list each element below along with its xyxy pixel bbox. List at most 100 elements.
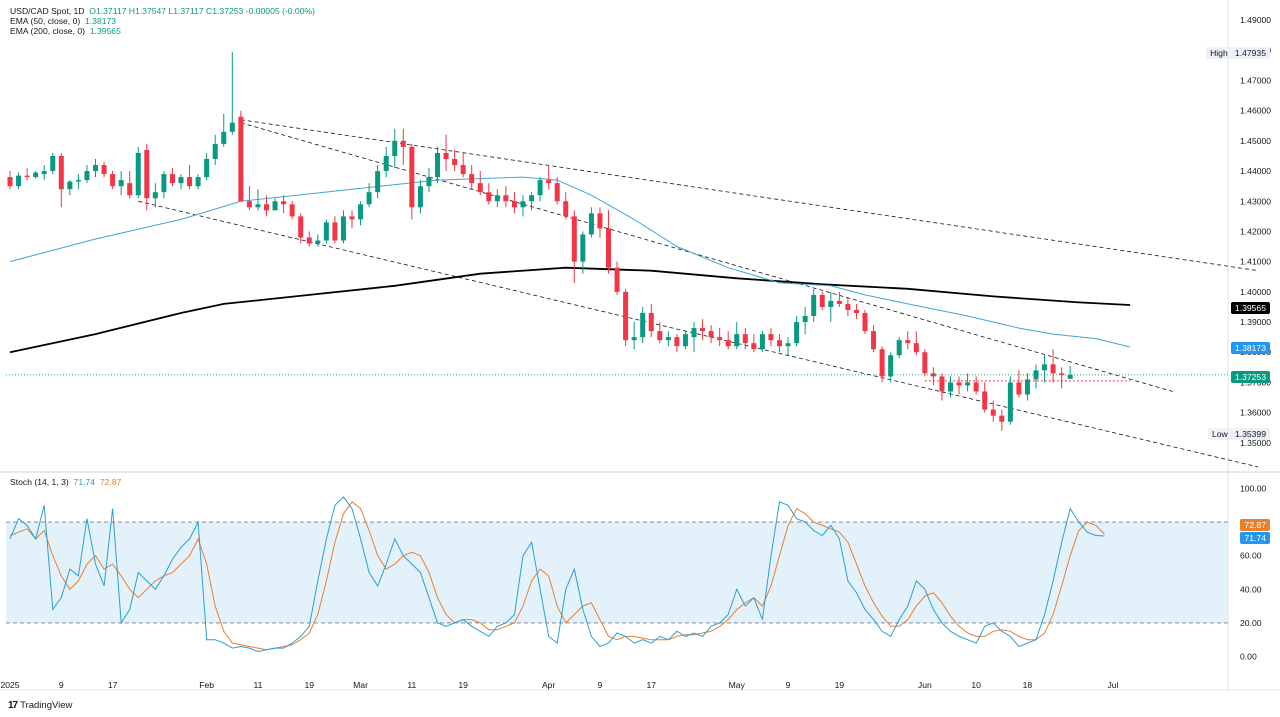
candle-body — [708, 331, 714, 338]
candle — [187, 165, 193, 190]
candle-body — [520, 201, 526, 208]
candle — [366, 183, 372, 208]
candle — [571, 210, 577, 283]
candle — [494, 189, 500, 208]
symbol-title: USD/CAD Spot, 1D — [10, 6, 85, 16]
candle-body — [435, 152, 440, 178]
candle-body — [503, 195, 509, 202]
candle-body — [246, 201, 252, 208]
tradingview-logo-icon: 17 — [8, 700, 18, 711]
time-tick-label: 19 — [304, 680, 314, 690]
stoch-legend: Stoch (14, 1, 3) 71.74 72.87 — [10, 477, 121, 487]
time-tick-label: Mar — [353, 680, 368, 690]
candle — [323, 219, 329, 244]
low-label: Low — [1211, 429, 1228, 439]
trendline — [240, 119, 1259, 272]
time-tick-label: 19 — [835, 680, 845, 690]
candle — [965, 373, 971, 392]
candle-body — [229, 122, 235, 132]
candle — [144, 143, 150, 211]
price-tick-label: 1.43000 — [1240, 196, 1271, 206]
candle — [777, 334, 782, 353]
candle — [879, 346, 885, 383]
candle-body — [922, 352, 928, 374]
time-tick-label: 17 — [646, 680, 656, 690]
candle — [956, 376, 962, 395]
candle-body — [469, 174, 475, 184]
candle — [554, 177, 560, 205]
candle — [785, 337, 791, 356]
price-tick-label: 1.39000 — [1240, 317, 1271, 327]
stoch-tick-label: 20.00 — [1240, 618, 1262, 628]
time-tick-label: 9 — [598, 680, 603, 690]
candle-body — [657, 331, 663, 341]
high-label: High — [1210, 48, 1228, 58]
candle-body — [1016, 382, 1022, 395]
candle-body — [725, 340, 731, 347]
candle — [623, 288, 629, 347]
candle — [982, 382, 988, 413]
candle-body — [606, 228, 611, 268]
high-tag: High 1.47935 — [1206, 47, 1270, 59]
candle-body — [845, 303, 851, 310]
candle — [161, 171, 167, 199]
candle — [469, 165, 475, 190]
time-tick-label: 10 — [971, 680, 981, 690]
candle — [58, 152, 64, 208]
candle — [717, 328, 723, 347]
ema50-label: EMA (50, close, 0) — [10, 16, 81, 26]
candle-body — [742, 334, 748, 344]
price-tick-label: 1.47000 — [1240, 75, 1271, 85]
candle — [682, 331, 688, 350]
candle-body — [853, 309, 859, 313]
candle-body — [554, 183, 560, 202]
candle — [768, 328, 774, 347]
candle — [751, 334, 757, 353]
candle-body — [819, 294, 825, 307]
candle — [41, 165, 47, 181]
candle-body — [768, 334, 774, 341]
candle-body — [127, 183, 133, 196]
price-tick-label: 1.40000 — [1240, 287, 1271, 297]
candle — [853, 303, 859, 320]
candle-body — [392, 140, 398, 156]
candle — [375, 165, 381, 199]
brand-name: TradingView — [20, 700, 73, 711]
candle — [84, 165, 90, 184]
candle — [110, 171, 116, 190]
candle-body — [948, 382, 953, 392]
candle-body — [990, 409, 996, 416]
candle-body — [33, 172, 39, 178]
trendline — [138, 200, 1259, 468]
candle-body — [580, 234, 586, 262]
candle — [708, 325, 714, 344]
candle-body — [1007, 382, 1013, 422]
candle — [7, 171, 13, 190]
price-tick-label: 1.45000 — [1240, 136, 1271, 146]
ema50-price-tag: 1.38173 — [1230, 342, 1270, 354]
candle — [862, 309, 868, 335]
price-tick-label: 1.35000 — [1240, 438, 1271, 448]
time-tick-label: Jun — [918, 680, 932, 690]
candle-body — [1033, 370, 1039, 380]
candle-body — [888, 355, 894, 377]
candle-body — [785, 343, 791, 347]
candle — [409, 143, 415, 220]
candle — [794, 316, 800, 347]
candle — [315, 234, 321, 247]
candle-body — [734, 334, 740, 347]
footer-brand[interactable]: 17 TradingView — [8, 700, 72, 711]
candle-body — [417, 186, 423, 208]
price-legend: USD/CAD Spot, 1D O1.37117 H1.37547 L1.37… — [10, 6, 315, 36]
candle — [725, 331, 731, 350]
candle-body — [409, 146, 415, 208]
stoch-label: Stoch (14, 1, 3) — [10, 477, 69, 487]
stoch-k-line — [9, 496, 1105, 653]
candle — [24, 168, 30, 181]
candle-body — [871, 331, 877, 350]
candle-body — [930, 373, 936, 377]
candle — [135, 146, 141, 199]
candle-body — [1067, 374, 1073, 379]
candle-body — [956, 382, 962, 386]
